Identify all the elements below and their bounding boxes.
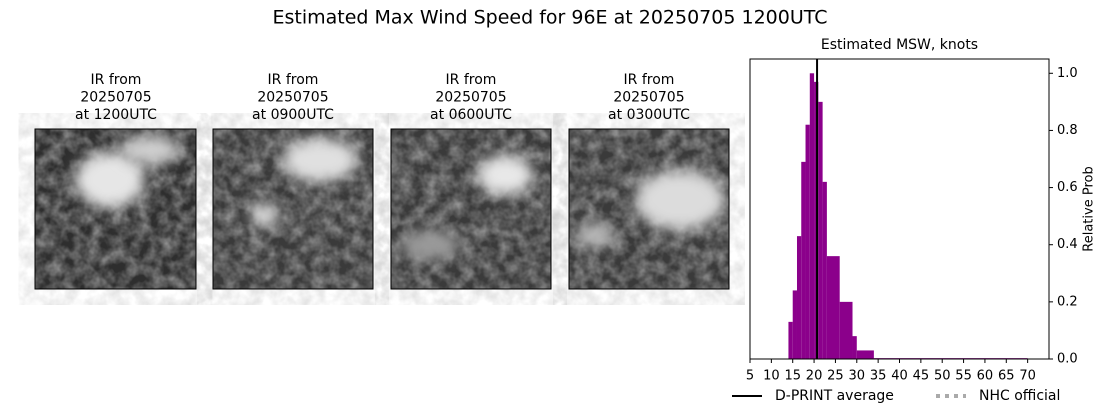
x-tick-label: 35	[870, 369, 887, 384]
bar	[839, 301, 853, 359]
panel-title: at 1200UTC	[75, 107, 157, 123]
panel-title: at 0900UTC	[252, 107, 334, 123]
y-axis-label: Relative Prob	[1082, 166, 1097, 251]
x-tick-label: 30	[849, 369, 866, 384]
panel-title: at 0600UTC	[430, 107, 512, 123]
panel-title: IR from	[268, 72, 319, 88]
y-tick-label: 0.2	[1057, 294, 1078, 309]
satellite-image	[34, 128, 197, 290]
x-tick-label: 65	[998, 369, 1015, 384]
bar	[788, 321, 793, 359]
y-tick-label: 0.4	[1057, 237, 1078, 252]
bar	[822, 181, 827, 359]
panel-title: IR from	[91, 72, 142, 88]
y-tick-label: 0.8	[1057, 123, 1078, 138]
y-tick-label: 1.0	[1057, 66, 1078, 81]
bar	[856, 350, 874, 359]
x-tick-label: 60	[977, 369, 994, 384]
panel-title: 20250705	[435, 90, 506, 106]
bar	[852, 336, 857, 359]
x-tick-label: 15	[784, 369, 801, 384]
panel-title: 20250705	[613, 90, 684, 106]
bar	[796, 236, 802, 359]
panel-title: IR from	[446, 72, 497, 88]
x-tick-label: 25	[827, 369, 844, 384]
bar	[809, 73, 815, 360]
y-tick-label: 0.6	[1057, 180, 1078, 195]
x-tick-label: 45	[913, 369, 930, 384]
panel-title: 20250705	[257, 90, 328, 106]
chart-title: Estimated MSW, knots	[821, 37, 978, 53]
panel-title: 20250705	[80, 90, 151, 106]
x-tick-label: 20	[806, 369, 823, 384]
panel-title: IR from	[624, 72, 675, 88]
satellite-image	[390, 128, 552, 290]
x-tick-label: 10	[763, 369, 780, 384]
panel-title: at 0300UTC	[608, 107, 690, 123]
x-tick-label: 70	[1019, 369, 1036, 384]
legend-label: D-PRINT average	[775, 388, 894, 404]
bar	[805, 124, 810, 359]
bar	[826, 256, 840, 359]
y-tick-label: 0.0	[1057, 352, 1078, 367]
bar	[801, 161, 806, 359]
bar	[792, 290, 797, 359]
x-tick-label: 55	[955, 369, 972, 384]
figure-title: Estimated Max Wind Speed for 96E at 2025…	[272, 7, 827, 29]
satellite-image	[568, 128, 730, 290]
legend-label: NHC official	[979, 388, 1060, 404]
satellite-image	[212, 128, 374, 290]
x-tick-label: 40	[891, 369, 908, 384]
x-tick-label: 50	[934, 369, 951, 384]
bar	[818, 101, 823, 359]
x-tick-label: 5	[746, 369, 754, 384]
